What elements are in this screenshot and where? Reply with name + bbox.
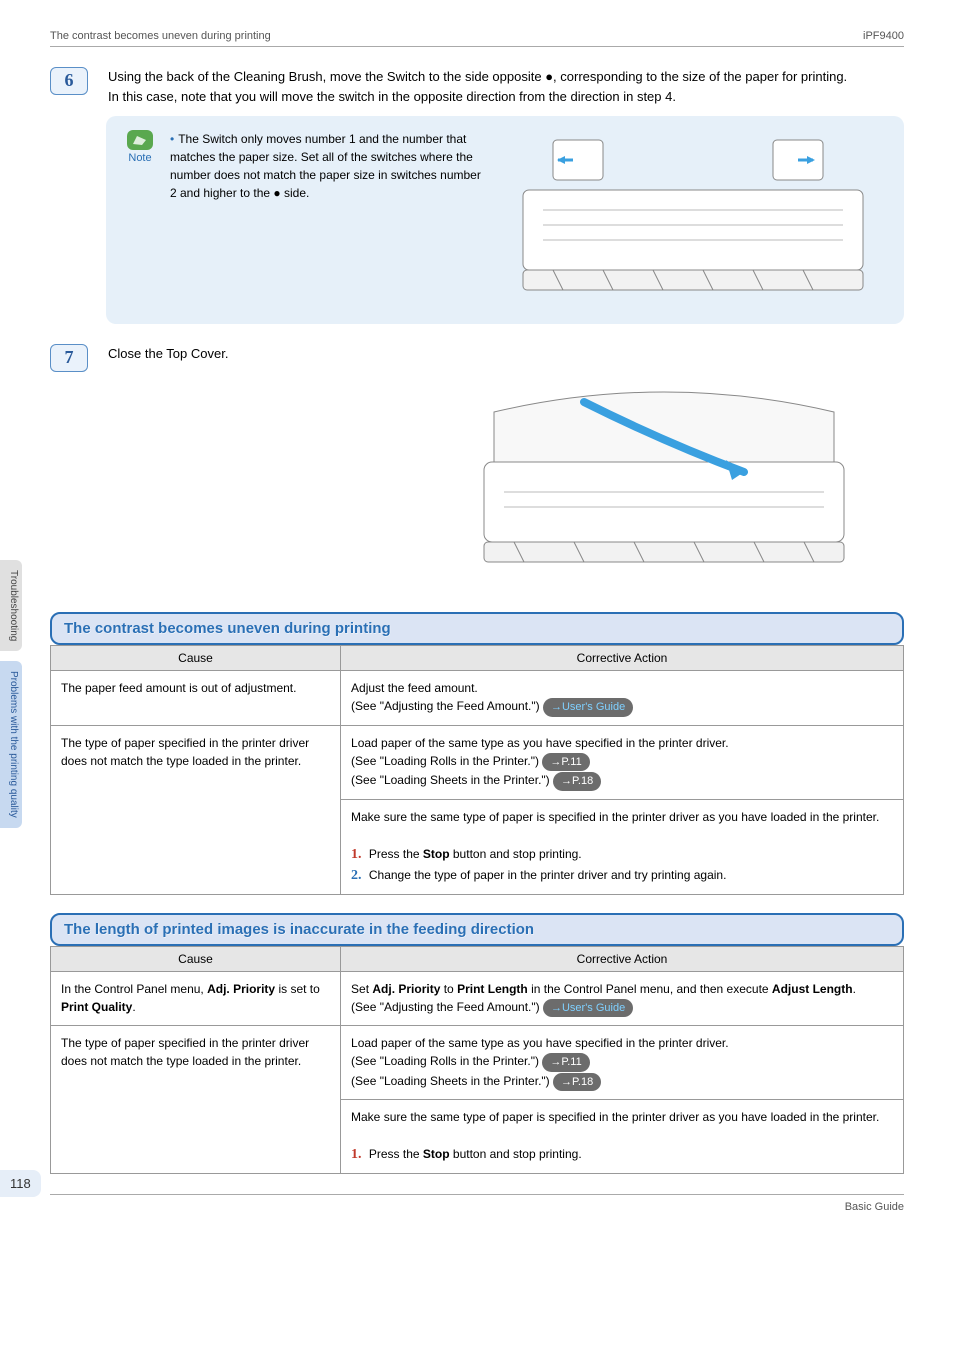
table-row: The type of paper specified in the print… [51,725,904,799]
cell-action: Set Adj. Priority to Print Length in the… [341,971,904,1026]
note-illustration [500,130,886,310]
step-7-number: 7 [50,344,88,372]
page-header: The contrast becomes uneven during print… [50,30,904,47]
note-box: Note •The Switch only moves number 1 and… [106,116,904,324]
ref-p11[interactable]: →P.11 [542,753,589,772]
step-7-text: Close the Top Cover. [108,344,904,364]
table-row: In the Control Panel menu, Adj. Priority… [51,971,904,1026]
cell-action: Adjust the feed amount. (See "Adjusting … [341,671,904,726]
th-action: Corrective Action [341,646,904,671]
note-label: Note [128,152,151,164]
step-6-number: 6 [50,67,88,95]
note-icon [127,130,153,150]
ref-users-guide[interactable]: →User's Guide [543,698,633,717]
cell-action: Make sure the same type of paper is spec… [341,799,904,894]
cell-cause: The paper feed amount is out of adjustme… [51,671,341,726]
table-contrast: Cause Corrective Action The paper feed a… [50,645,904,895]
ref-users-guide[interactable]: →User's Guide [543,999,633,1018]
cell-action: Load paper of the same type as you have … [341,1026,904,1100]
th-cause: Cause [51,946,341,971]
section-contrast-title: The contrast becomes uneven during print… [50,612,904,645]
cell-action: Load paper of the same type as you have … [341,725,904,799]
sidebar-tab-troubleshooting: Troubleshooting [0,560,22,651]
step-6-text: Using the back of the Cleaning Brush, mo… [108,67,904,106]
th-cause: Cause [51,646,341,671]
ref-p18[interactable]: →P.18 [553,772,601,791]
section-length-title: The length of printed images is inaccura… [50,913,904,946]
header-left: The contrast becomes uneven during print… [50,30,271,42]
cell-cause: In the Control Panel menu, Adj. Priority… [51,971,341,1026]
sidebar-tabs: Troubleshooting Problems with the printi… [0,560,22,828]
cell-action: Make sure the same type of paper is spec… [341,1100,904,1174]
step-6: 6 Using the back of the Cleaning Brush, … [50,67,904,106]
page-number: 118 [0,1170,41,1197]
table-row: The paper feed amount is out of adjustme… [51,671,904,726]
ref-p18[interactable]: →P.18 [553,1073,601,1092]
cell-cause: The type of paper specified in the print… [51,1026,341,1174]
footer: Basic Guide [50,1194,904,1213]
table-length: Cause Corrective Action In the Control P… [50,946,904,1175]
ref-p11[interactable]: →P.11 [542,1053,589,1072]
note-text: •The Switch only moves number 1 and the … [170,130,490,310]
header-right: iPF9400 [863,30,904,42]
sidebar-tab-problems: Problems with the printing quality [0,661,22,828]
step-7-illustration [50,382,904,582]
cell-cause: The type of paper specified in the print… [51,725,341,894]
th-action: Corrective Action [341,946,904,971]
step-7: 7 Close the Top Cover. [50,344,904,372]
table-row: The type of paper specified in the print… [51,1026,904,1100]
